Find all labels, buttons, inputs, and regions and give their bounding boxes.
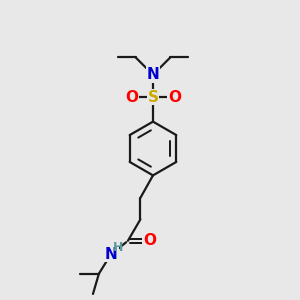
Text: N: N: [105, 247, 118, 262]
Text: S: S: [148, 90, 158, 105]
Text: O: O: [143, 233, 156, 248]
Text: H: H: [113, 241, 123, 254]
Text: O: O: [168, 90, 181, 105]
Text: O: O: [125, 90, 138, 105]
Text: N: N: [147, 67, 159, 82]
